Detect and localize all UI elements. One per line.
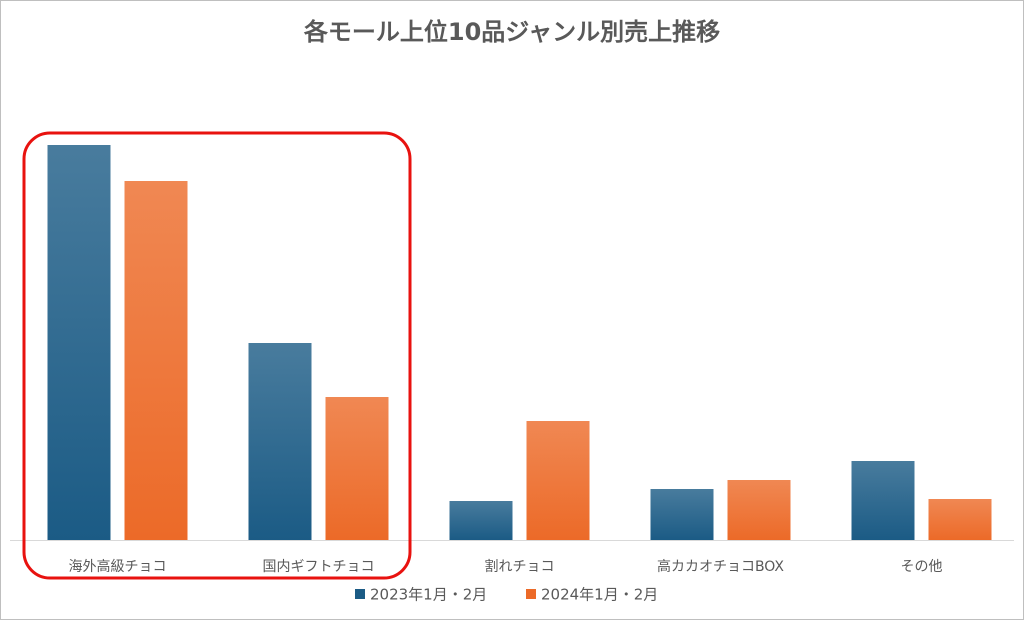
bar [124,181,188,540]
bar [928,499,992,540]
bar [248,343,312,540]
x-tick-label: 国内ギフトチョコ [263,559,375,575]
legend-label: 2023年1月・2月 [370,586,487,604]
highlight-box [22,131,412,580]
chart-title: 各モール上位10品ジャンル別売上推移 [303,18,720,46]
bar [650,489,714,540]
bar [727,480,791,540]
x-tick-label: その他 [901,559,943,575]
x-tick-label: 高カカオチョコBOX [657,558,784,575]
bar [851,461,915,540]
bar [47,145,111,540]
bar [449,501,513,540]
legend-swatch [355,589,365,599]
legend-swatch [526,589,536,599]
bar [526,421,590,540]
bar [325,397,389,540]
x-tick-label: 割れチョコ [485,558,555,575]
x-tick-label: 海外高級チョコ [69,558,167,575]
legend-label: 2024年1月・2月 [541,586,658,604]
